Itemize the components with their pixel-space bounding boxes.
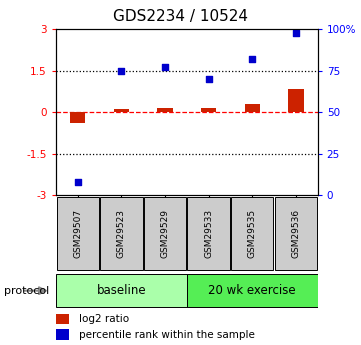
Point (206, 76, 212, 82)
Bar (245, 104, 260, 112)
Bar (187, 197, 230, 270)
Text: percentile rank within the sample: percentile rank within the sample (79, 330, 255, 340)
Bar (187, 274, 318, 307)
Bar (201, 108, 216, 112)
Text: GDS2234 / 10524: GDS2234 / 10524 (113, 9, 248, 23)
Text: 20 wk exercise: 20 wk exercise (208, 284, 296, 297)
Bar (56, 274, 187, 307)
Point (162, 65, 168, 70)
Point (75, 179, 81, 185)
Bar (56, 329, 69, 340)
Bar (56, 314, 69, 324)
Text: protocol: protocol (4, 286, 49, 296)
Text: GSM29523: GSM29523 (117, 209, 126, 258)
Bar (100, 197, 143, 270)
Text: GSM29507: GSM29507 (73, 209, 82, 258)
Bar (288, 89, 304, 112)
Bar (231, 197, 273, 270)
Bar (57, 197, 99, 270)
Bar (275, 197, 317, 270)
Text: GSM29529: GSM29529 (161, 209, 170, 258)
Point (118, 68, 124, 73)
Bar (114, 109, 129, 112)
Bar (157, 108, 173, 112)
Text: GSM29536: GSM29536 (291, 209, 300, 258)
Text: baseline: baseline (97, 284, 146, 297)
Text: GSM29533: GSM29533 (204, 209, 213, 258)
Bar (70, 112, 86, 122)
Point (249, 56, 255, 62)
Text: GSM29535: GSM29535 (248, 209, 257, 258)
Point (293, 30, 299, 36)
Text: log2 ratio: log2 ratio (79, 314, 129, 324)
Bar (144, 197, 186, 270)
